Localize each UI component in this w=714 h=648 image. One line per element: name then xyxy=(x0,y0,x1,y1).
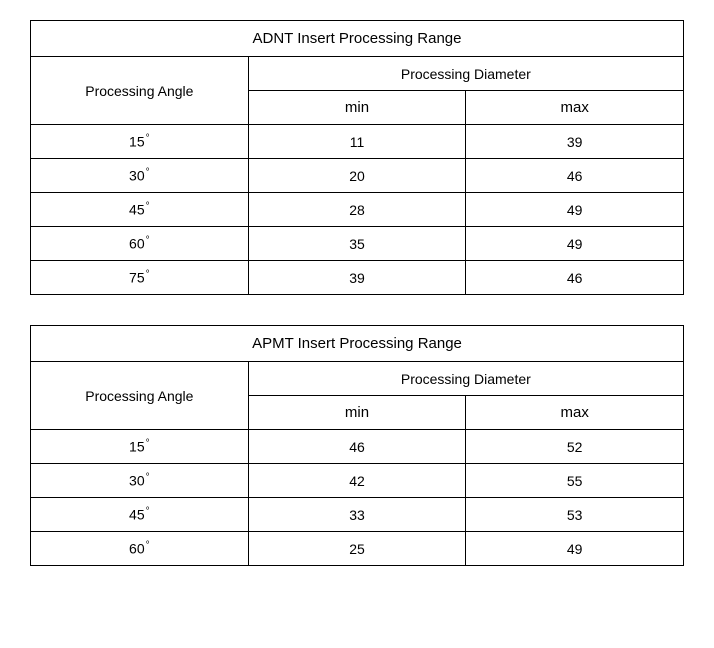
angle-cell: 60° xyxy=(31,227,249,261)
angle-cell: 45° xyxy=(31,498,249,532)
angle-value: 45 xyxy=(129,202,145,218)
max-cell: 46 xyxy=(466,159,684,193)
table-title: ADNT Insert Processing Range xyxy=(31,21,684,57)
max-cell: 52 xyxy=(466,430,684,464)
table-row: 75°3946 xyxy=(31,261,684,295)
min-header: min xyxy=(248,91,466,125)
angle-cell: 60° xyxy=(31,532,249,566)
angle-value: 30 xyxy=(129,168,145,184)
max-header: max xyxy=(466,91,684,125)
max-cell: 49 xyxy=(466,227,684,261)
min-cell: 46 xyxy=(248,430,466,464)
diameter-header: Processing Diameter xyxy=(248,362,683,396)
processing-range-table: ADNT Insert Processing RangeProcessing A… xyxy=(30,20,684,295)
min-cell: 35 xyxy=(248,227,466,261)
min-header: min xyxy=(248,396,466,430)
min-cell: 42 xyxy=(248,464,466,498)
min-cell: 20 xyxy=(248,159,466,193)
max-cell: 55 xyxy=(466,464,684,498)
table-row: 60°2549 xyxy=(31,532,684,566)
angle-value: 75 xyxy=(129,270,145,286)
angle-header: Processing Angle xyxy=(31,362,249,430)
angle-value: 60 xyxy=(129,236,145,252)
min-cell: 33 xyxy=(248,498,466,532)
min-cell: 28 xyxy=(248,193,466,227)
angle-cell: 30° xyxy=(31,464,249,498)
degree-symbol: ° xyxy=(146,235,150,246)
table-row: 15°4652 xyxy=(31,430,684,464)
min-cell: 11 xyxy=(248,125,466,159)
angle-cell: 75° xyxy=(31,261,249,295)
degree-symbol: ° xyxy=(146,472,150,483)
tables-container: ADNT Insert Processing RangeProcessing A… xyxy=(30,20,684,566)
diameter-header: Processing Diameter xyxy=(248,57,683,91)
angle-value: 60 xyxy=(129,541,145,557)
degree-symbol: ° xyxy=(146,133,150,144)
table-row: 30°4255 xyxy=(31,464,684,498)
angle-cell: 15° xyxy=(31,125,249,159)
table-row: 30°2046 xyxy=(31,159,684,193)
angle-cell: 30° xyxy=(31,159,249,193)
processing-range-table: APMT Insert Processing RangeProcessing A… xyxy=(30,325,684,566)
degree-symbol: ° xyxy=(146,506,150,517)
table-title: APMT Insert Processing Range xyxy=(31,326,684,362)
table-row: 45°2849 xyxy=(31,193,684,227)
table-wrapper: ADNT Insert Processing RangeProcessing A… xyxy=(30,20,684,295)
max-cell: 49 xyxy=(466,532,684,566)
angle-value: 15 xyxy=(129,134,145,150)
degree-symbol: ° xyxy=(146,438,150,449)
min-cell: 39 xyxy=(248,261,466,295)
angle-cell: 45° xyxy=(31,193,249,227)
angle-header: Processing Angle xyxy=(31,57,249,125)
angle-cell: 15° xyxy=(31,430,249,464)
table-row: 15°1139 xyxy=(31,125,684,159)
max-cell: 53 xyxy=(466,498,684,532)
angle-value: 45 xyxy=(129,507,145,523)
angle-value: 30 xyxy=(129,473,145,489)
table-wrapper: APMT Insert Processing RangeProcessing A… xyxy=(30,325,684,566)
max-cell: 39 xyxy=(466,125,684,159)
table-row: 60°3549 xyxy=(31,227,684,261)
angle-value: 15 xyxy=(129,439,145,455)
min-cell: 25 xyxy=(248,532,466,566)
max-header: max xyxy=(466,396,684,430)
degree-symbol: ° xyxy=(146,540,150,551)
degree-symbol: ° xyxy=(146,269,150,280)
table-row: 45°3353 xyxy=(31,498,684,532)
max-cell: 46 xyxy=(466,261,684,295)
degree-symbol: ° xyxy=(146,201,150,212)
degree-symbol: ° xyxy=(146,167,150,178)
max-cell: 49 xyxy=(466,193,684,227)
